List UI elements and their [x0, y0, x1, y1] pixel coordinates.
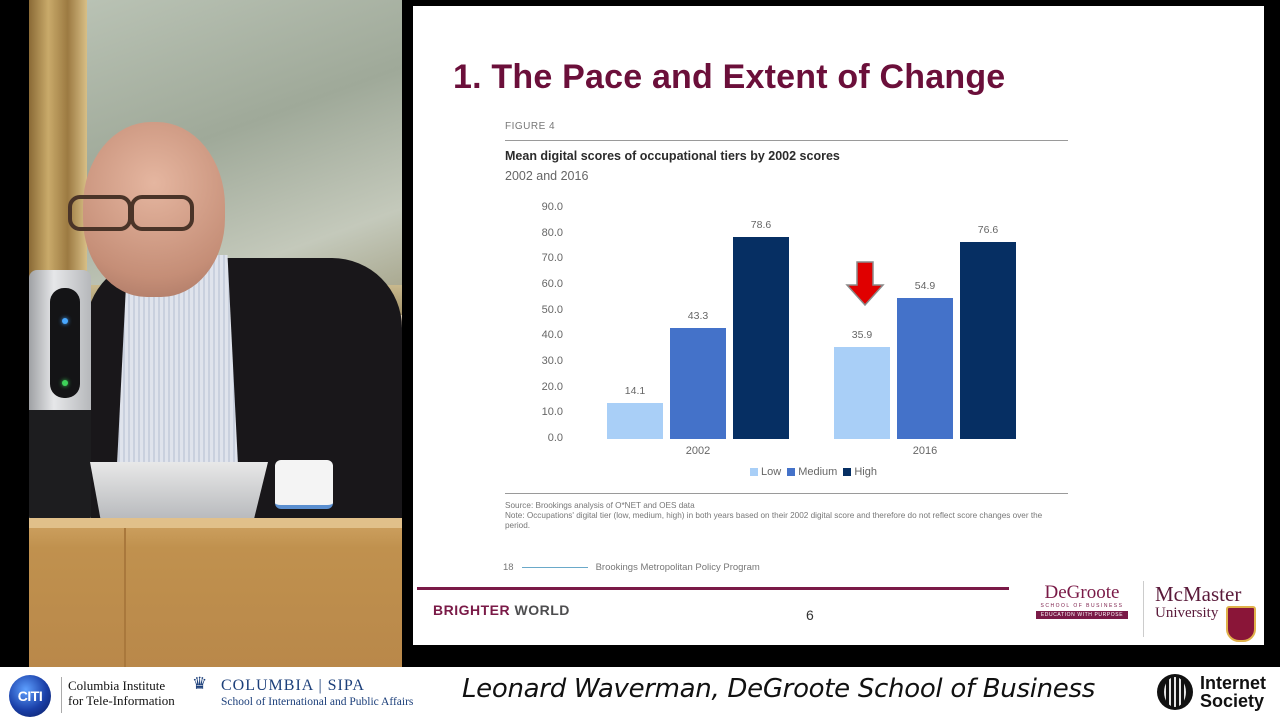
- report-footer-line: [521, 567, 588, 568]
- bar-medium-2002: [670, 327, 726, 439]
- speaker-video-feed: [0, 0, 402, 667]
- citi-divider: [61, 677, 62, 713]
- blue-led-icon: [62, 318, 68, 324]
- logo-divider: [1143, 581, 1144, 637]
- report-footer: 18 Brookings Metropolitan Policy Program: [503, 562, 760, 573]
- citi-line-1: Columbia Institute: [68, 678, 166, 693]
- y-tick-label: 60.0: [541, 278, 563, 290]
- slide-title: 1. The Pace and Extent of Change: [453, 58, 1006, 96]
- mcmaster-wordmark: McMaster: [1155, 582, 1242, 606]
- bar-value-label: 43.3: [687, 309, 709, 322]
- speaker-head: [83, 122, 225, 297]
- bar-value-label: 76.6: [977, 224, 999, 237]
- figure-label: FIGURE 4: [505, 121, 556, 132]
- figure-subtitle: 2002 and 2016: [505, 169, 589, 183]
- y-tick-label: 70.0: [541, 252, 563, 265]
- y-tick-label: 0.0: [547, 432, 563, 444]
- citi-logo-icon: CITI: [9, 675, 51, 717]
- figure-bottom-rule: [505, 493, 1068, 494]
- y-tick-label: 30.0: [541, 355, 563, 367]
- bar-chart: 90.0 80.0 70.0 60.0 50.0 40.0 30.0 20.0 10.0 0.0 …: [505, 196, 1068, 486]
- speaker-caption: Leonard Waverman, DeGroote School of Bus…: [462, 674, 1095, 704]
- legend-low-swatch: [750, 468, 758, 477]
- citi-name: Columbia Institute for Tele-Information: [68, 678, 175, 708]
- legend-high: High: [843, 466, 877, 478]
- legend-low-label: Low: [761, 466, 782, 478]
- y-tick-label: 50.0: [541, 303, 563, 316]
- bar-high-2016: [960, 242, 1016, 439]
- slide-page-number: 6: [806, 607, 814, 623]
- bar-low-2016: [834, 346, 890, 439]
- podium-seam: [124, 528, 126, 667]
- laptop: [90, 462, 268, 520]
- isoc-line-1: Internet: [1200, 673, 1267, 693]
- x-axis-label: 2016: [912, 445, 938, 457]
- sipa-title: COLUMBIA | SIPA: [221, 677, 365, 694]
- figure-title: Mean digital scores of occupational tier…: [505, 149, 840, 163]
- presentation-slide: 1. The Pace and Extent of Change FIGURE …: [413, 6, 1264, 645]
- internet-society-logo: Internet Society: [1200, 674, 1266, 710]
- bar-low-2002: [607, 402, 663, 439]
- source-line: Source: Brookings analysis of O*NET and …: [505, 501, 695, 510]
- sipa-subtitle: School of International and Public Affai…: [221, 696, 414, 708]
- chart-legend: Low Medium High: [750, 466, 877, 478]
- maroon-divider: [417, 587, 1009, 590]
- internet-society-globe-icon: [1157, 674, 1193, 710]
- mcmaster-university: University: [1155, 605, 1219, 621]
- bar-value-label: 35.9: [851, 328, 873, 341]
- world-word: WORLD: [514, 602, 570, 618]
- name-badge: [275, 460, 333, 509]
- mcmaster-crest-icon: [1226, 606, 1256, 642]
- y-tick-label: 80.0: [541, 226, 563, 239]
- figure-top-rule: [505, 140, 1068, 141]
- camera-panel: [50, 288, 80, 398]
- isoc-line-2: Society: [1200, 691, 1265, 711]
- brighter-word: BRIGHTER: [433, 602, 511, 618]
- columbia-crown-icon: ♛: [192, 674, 208, 693]
- conference-camera-base: [29, 410, 91, 522]
- note-line: Note: Occupations' digital tier (low, me…: [505, 511, 1043, 530]
- y-tick-label: 90.0: [541, 201, 563, 213]
- bar-value-label: 54.9: [914, 280, 936, 293]
- bar-high-2002: [733, 237, 789, 439]
- lower-third-banner: CITI Columbia Institute for Tele-Informa…: [0, 667, 1280, 720]
- legend-medium-label: Medium: [798, 466, 838, 478]
- bar-value-label: 14.1: [624, 384, 646, 397]
- figure-source: Source: Brookings analysis of O*NET and …: [505, 501, 1068, 531]
- brighter-world-logo: BRIGHTER WORLD: [433, 602, 570, 618]
- painting-frame: [29, 0, 87, 300]
- podium: [29, 518, 402, 667]
- degroote-logo: DeGroote SCHOOL OF BUSINESS EDUCATION WI…: [1036, 583, 1128, 619]
- degroote-wordmark: DeGroote: [1044, 582, 1120, 603]
- legend-medium: Medium: [787, 466, 837, 478]
- y-tick-label: 10.0: [541, 406, 563, 419]
- y-tick-label: 20.0: [541, 380, 563, 393]
- mcmaster-logo: McMaster University: [1155, 582, 1256, 642]
- bar-value-label: 78.6: [750, 219, 772, 232]
- legend-low: Low: [750, 466, 781, 478]
- legend-high-label: High: [854, 466, 877, 478]
- degroote-tagline: EDUCATION WITH PURPOSE: [1036, 611, 1128, 619]
- y-tick-label: 40.0: [541, 329, 563, 342]
- green-led-icon: [62, 380, 68, 386]
- podium-top: [29, 518, 402, 528]
- degroote-subtitle: SCHOOL OF BUSINESS: [1040, 603, 1124, 609]
- report-page: 18: [503, 562, 514, 573]
- bar-medium-2016: [897, 298, 953, 439]
- red-down-arrow-icon: [845, 261, 885, 307]
- speaker-glasses: [68, 195, 203, 231]
- legend-high-swatch: [843, 468, 852, 477]
- citi-line-2: for Tele-Information: [68, 693, 175, 708]
- x-axis-label: 2002: [685, 445, 711, 457]
- report-name: Brookings Metropolitan Policy Program: [595, 562, 760, 573]
- legend-medium-swatch: [787, 468, 796, 477]
